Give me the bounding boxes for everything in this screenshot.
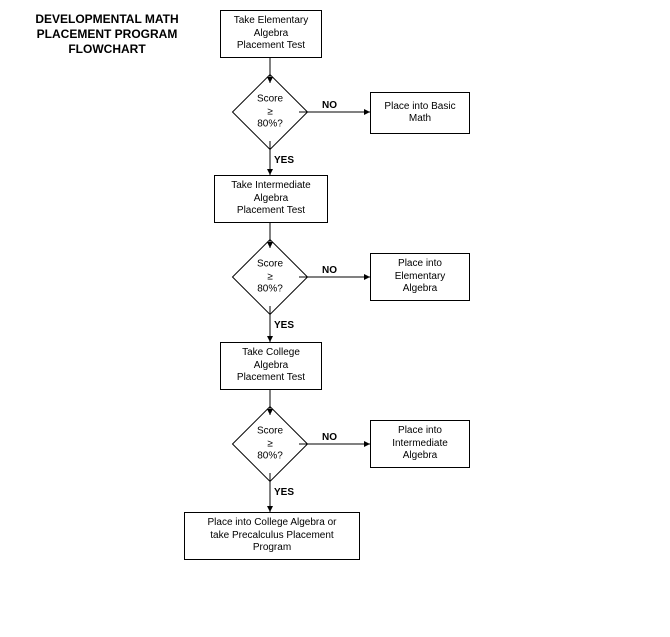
node-college-test: Take College Algebra Placement Test [220, 342, 322, 390]
page-title: DEVELOPMENTAL MATH PLACEMENT PROGRAM FLO… [22, 12, 192, 57]
node-inter-algebra: Place into Intermediate Algebra [370, 420, 470, 468]
node-inter-test: Take Intermediate Algebra Placement Test [214, 175, 328, 223]
label-no-1: NO [322, 100, 337, 111]
decision-3-label: Score ≥ 80%? [257, 425, 284, 463]
decision-2-label: Score ≥ 80%? [257, 258, 284, 296]
decision-1-label: Score ≥ 80%? [257, 93, 284, 131]
label-no-3: NO [322, 432, 337, 443]
node-basic-math: Place into Basic Math [370, 92, 470, 134]
decision-3: Score ≥ 80%? [243, 417, 297, 471]
node-elem-test: Take Elementary Algebra Placement Test [220, 10, 322, 58]
node-college-algebra: Place into College Algebra or take Preca… [184, 512, 360, 560]
node-elem-algebra: Place into Elementary Algebra [370, 253, 470, 301]
decision-1: Score ≥ 80%? [243, 85, 297, 139]
label-yes-3: YES [274, 487, 294, 498]
label-yes-2: YES [274, 320, 294, 331]
label-no-2: NO [322, 265, 337, 276]
label-yes-1: YES [274, 155, 294, 166]
decision-2: Score ≥ 80%? [243, 250, 297, 304]
